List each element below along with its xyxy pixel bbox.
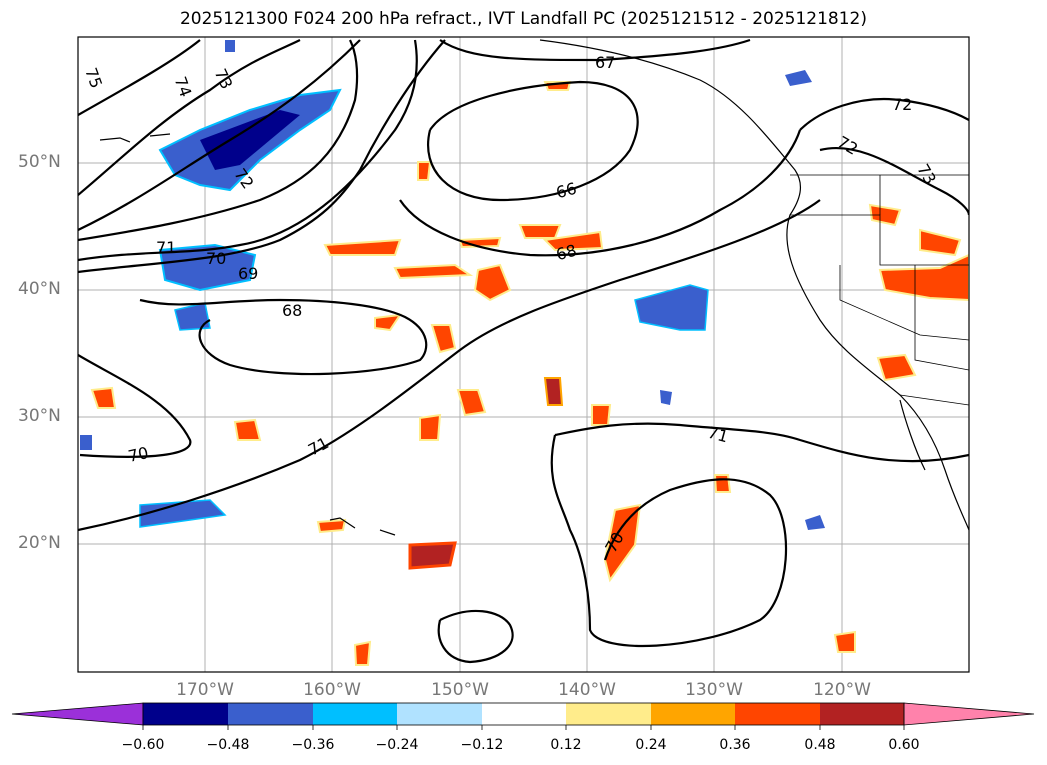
lat-tick-label: 40°N [18,279,61,299]
contour-label: 71 [706,423,731,447]
lon-tick-label: 120°W [813,680,871,700]
lon-tick-label: 130°W [685,680,743,700]
lon-tick-label: 140°W [558,680,616,700]
negative-shading [80,40,825,530]
colorbar-bin [735,703,820,725]
colorbar-tick-label: 0.24 [635,737,667,753]
colorbar-tick-label: −0.24 [375,737,419,753]
colorbar-tick-label: 0.60 [888,737,920,753]
contour-label: 72 [892,95,912,114]
colorbar-extend-high [903,702,1035,726]
contour-lines [78,38,969,664]
lat-tick-label: 20°N [18,533,61,553]
colorbar-tick-label: −0.48 [206,737,250,753]
colorbar-bin [820,703,904,725]
lon-tick-label: 150°W [431,680,489,700]
colorbar-bin [651,703,735,725]
contour-label: 69 [238,264,258,283]
colorbar-bin [313,703,397,725]
map-title: 2025121300 F024 200 hPa refract., IVT La… [179,9,867,29]
positive-shading [90,81,969,666]
contour-label: 68 [282,301,302,320]
contour-label: 70 [126,443,150,466]
plot-frame [77,36,970,673]
borders [790,174,969,406]
colorbar-bin [228,703,313,725]
lon-tick-label: 170°W [176,680,234,700]
colorbar-tick-label: −0.36 [291,737,335,753]
colorbar-bin [143,703,228,725]
contour-label: 71 [156,238,176,257]
contour-label: 67 [595,53,615,72]
lat-tick-label: 50°N [18,152,61,172]
colorbar-tick-label: −0.12 [460,737,504,753]
colorbar [11,702,1035,730]
contour-label: 66 [554,179,579,203]
colorbar-bin [482,703,566,725]
lat-tick-label: 30°N [18,406,61,426]
colorbar-tick-label: 0.48 [804,737,836,753]
gridlines [78,37,969,672]
colorbar-bin [397,703,482,725]
colorbar-bin [566,703,651,725]
colorbar-extend-low [11,702,144,726]
contour-label: 68 [554,241,579,265]
coastlines [99,39,969,536]
colorbar-tick-label: −0.60 [121,737,165,753]
colorbar-tick-label: 0.36 [719,737,751,753]
contour-label: 70 [206,249,226,268]
lon-tick-label: 160°W [303,680,361,700]
colorbar-tick-label: 0.12 [550,737,582,753]
